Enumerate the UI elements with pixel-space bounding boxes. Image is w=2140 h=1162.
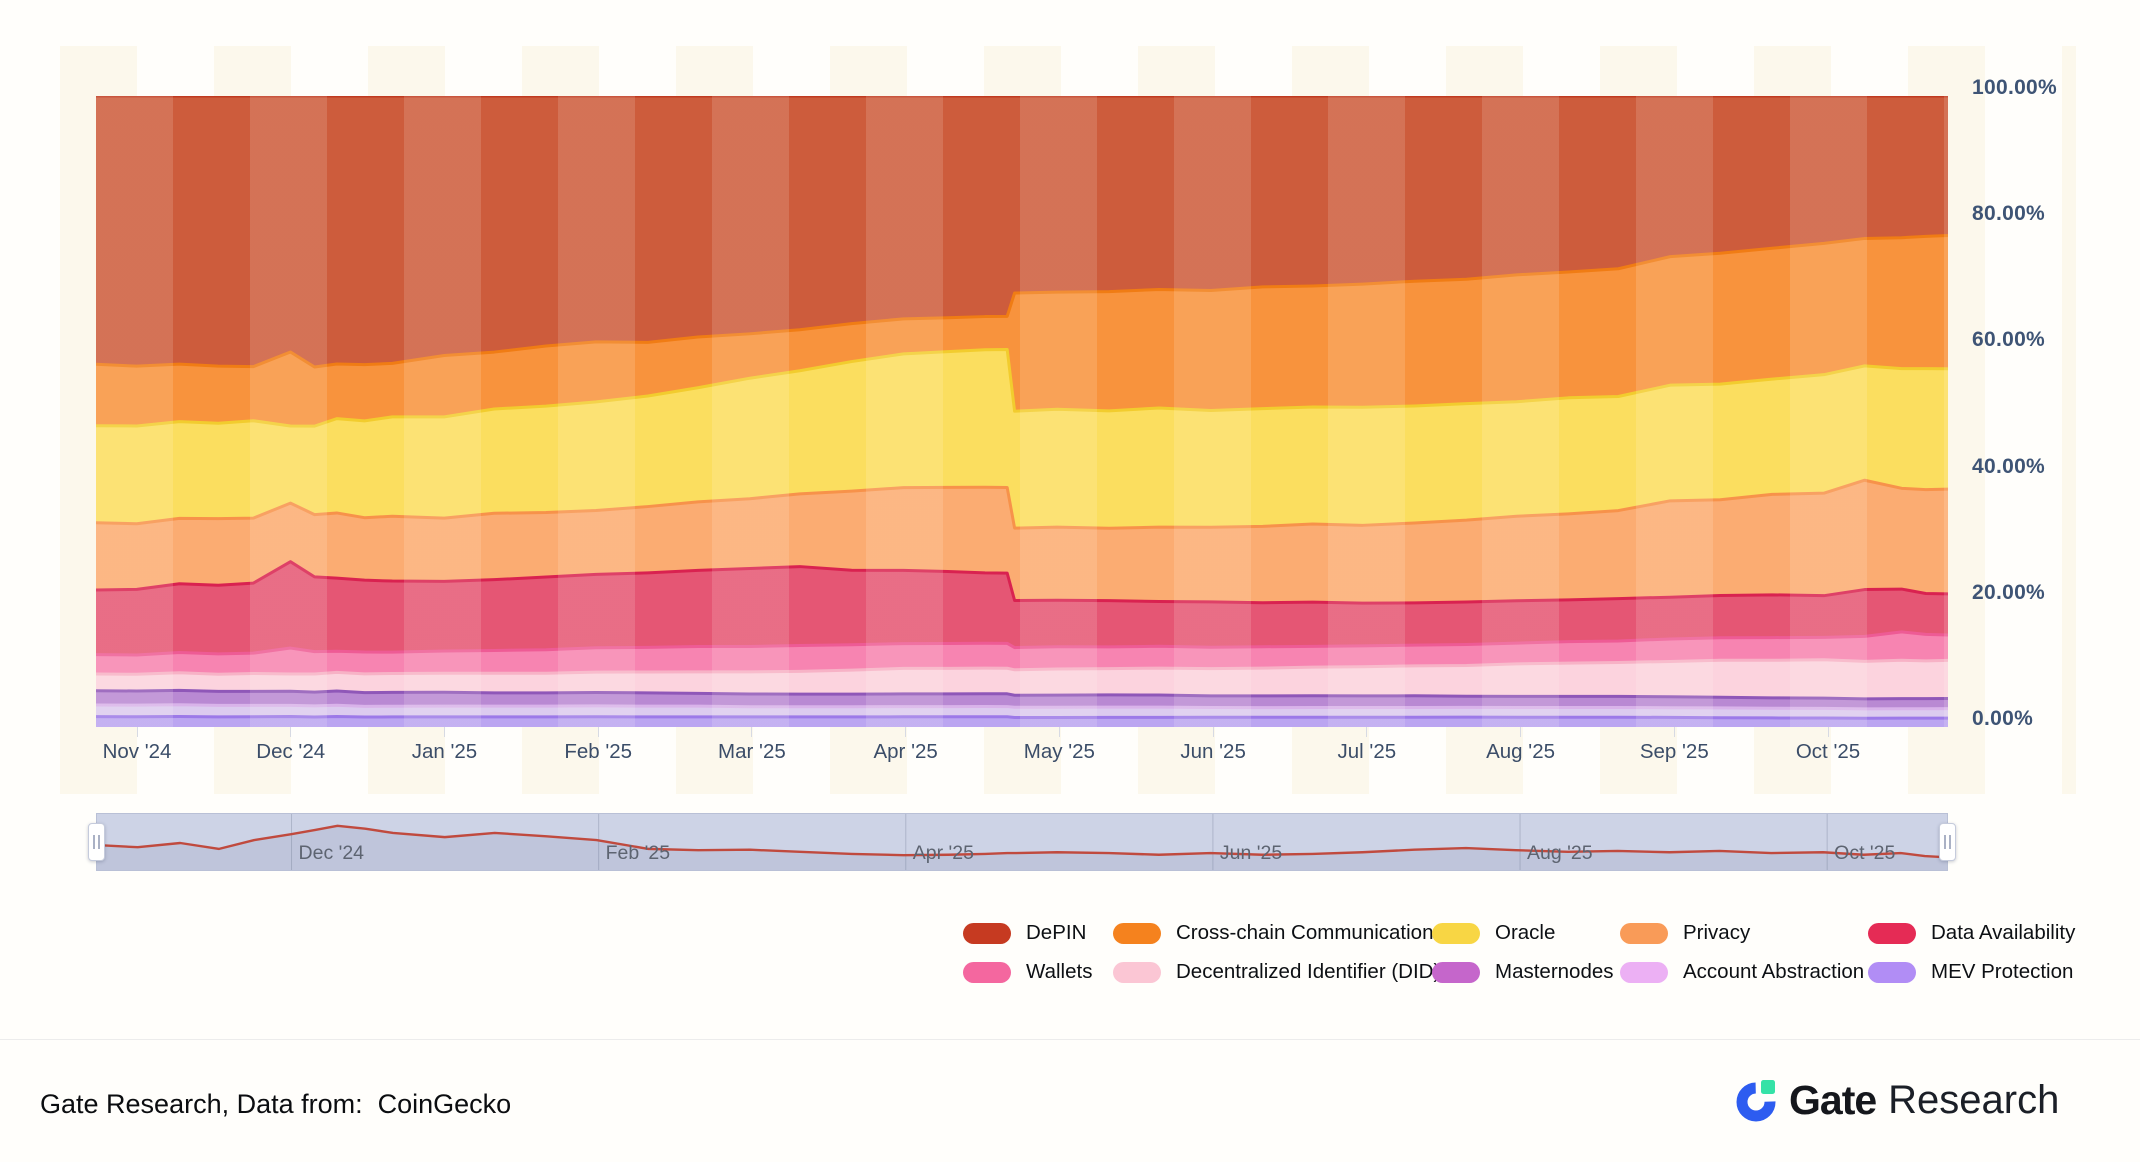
- brand-gate: Gate: [1789, 1076, 1877, 1123]
- legend-item-decentralized-identifier-did-[interactable]: Decentralized Identifier (DID): [1113, 960, 1440, 984]
- legend-swatch: [1113, 961, 1161, 983]
- x-axis-label: Aug '25: [1486, 740, 1555, 763]
- edge-wallets: [96, 630, 1948, 657]
- legend-label: Oracle: [1495, 921, 1556, 944]
- gate-research-logo: Gate Research: [1734, 1076, 2059, 1124]
- navigator-tick-label: Feb '25: [605, 842, 671, 864]
- legend-swatch: [1432, 961, 1480, 983]
- x-axis-tick: [1212, 727, 1214, 737]
- legend-item-mev-protection[interactable]: MEV Protection: [1868, 960, 2073, 984]
- x-axis-label: Jul '25: [1337, 740, 1397, 763]
- stacked-area-chart[interactable]: [96, 96, 1948, 727]
- x-axis-label: Apr '25: [873, 740, 938, 763]
- legend-item-depin[interactable]: DePIN: [963, 921, 1086, 945]
- edge-account-abstraction: [96, 703, 1948, 711]
- legend-label: DePIN: [1026, 921, 1087, 944]
- x-axis-tick: [1058, 727, 1060, 737]
- range-navigator[interactable]: Dec '24 Feb '25 Apr '25 Jun '25 Aug '25 Oct '…: [88, 813, 1956, 871]
- area-data-availability: [96, 561, 1948, 655]
- legend-label: MEV Protection: [1931, 960, 2074, 983]
- x-axis-label: May '25: [1023, 740, 1095, 763]
- area-privacy: [96, 480, 1948, 604]
- edge-decentralized-identifier-did-: [96, 658, 1948, 676]
- y-axis-label: 0.00%: [1972, 707, 2034, 730]
- legend-swatch: [1620, 922, 1668, 944]
- x-axis-tick: [1827, 727, 1829, 737]
- legend-label: Cross-chain Communication: [1176, 921, 1434, 944]
- legend-label: Data Availability: [1931, 921, 2076, 944]
- legend-swatch: [1113, 922, 1161, 944]
- y-axis-label: 100.00%: [1972, 76, 2058, 99]
- legend-swatch: [1620, 961, 1668, 983]
- legend-item-cross-chain-communication[interactable]: Cross-chain Communication: [1113, 921, 1433, 945]
- y-axis-label: 80.00%: [1972, 202, 2046, 226]
- x-axis-tick: [597, 727, 599, 737]
- x-axis-tick: [1366, 727, 1368, 737]
- brand-research: Research: [1888, 1077, 2060, 1122]
- x-axis-label: Oct '25: [1795, 740, 1861, 763]
- navigator-tick-label: Oct '25: [1834, 842, 1896, 864]
- x-axis-tick: [290, 727, 292, 737]
- edge-data-availability: [96, 560, 1948, 605]
- navigator-tick-label: Apr '25: [912, 842, 974, 864]
- navigator-tick-label: Jun '25: [1219, 842, 1283, 864]
- x-axis-tick: [751, 727, 753, 737]
- y-axis-label: 60.00%: [1972, 328, 2046, 352]
- legend-swatch: [1868, 922, 1916, 944]
- legend-item-account-abstraction[interactable]: Account Abstraction: [1620, 960, 1864, 984]
- legend-item-wallets[interactable]: Wallets: [963, 960, 1092, 984]
- legend-item-masternodes[interactable]: Masternodes: [1432, 960, 1614, 984]
- legend-swatch: [1868, 961, 1916, 983]
- area-mev-protection: [96, 716, 1948, 727]
- legend-label: Masternodes: [1495, 960, 1614, 983]
- area-depin: [96, 96, 1948, 367]
- area-masternodes: [96, 690, 1948, 709]
- legend-label: Privacy: [1683, 921, 1751, 944]
- x-axis-tick: [136, 727, 138, 737]
- navigator-tick-label: Dec '24: [298, 842, 365, 864]
- area-decentralized-identifier-did-: [96, 659, 1948, 699]
- legend-item-data-availability[interactable]: Data Availability: [1868, 921, 2075, 945]
- x-axis-label: Feb '25: [564, 740, 633, 763]
- legend-label: Account Abstraction: [1683, 960, 1865, 983]
- y-axis-label: 40.00%: [1972, 454, 2046, 478]
- legend-label: Decentralized Identifier (DID): [1176, 960, 1441, 983]
- x-axis-tick: [905, 727, 907, 737]
- edge-mev-protection: [96, 714, 1948, 720]
- navigator-trend-line: [97, 824, 1947, 859]
- navigator-right-handle[interactable]: [1939, 823, 1956, 861]
- navigator-tick-label: Aug '25: [1527, 842, 1593, 864]
- x-axis-label: Dec '24: [256, 740, 326, 763]
- x-axis-tick: [443, 727, 445, 737]
- y-axis-label: 20.00%: [1972, 580, 2046, 604]
- stacked-area-svg: [96, 96, 1948, 727]
- legend-label: Wallets: [1026, 960, 1093, 983]
- legend-swatch: [963, 922, 1011, 944]
- x-axis-label: Sep '25: [1639, 740, 1709, 763]
- edge-cross-chain-communication: [96, 234, 1948, 369]
- edge-masternodes: [96, 688, 1948, 701]
- legend-swatch: [1432, 922, 1480, 944]
- navigator-left-handle[interactable]: [88, 823, 105, 861]
- x-axis-tick: [1520, 727, 1522, 737]
- x-axis-label: Jan '25: [411, 740, 478, 763]
- legend-item-oracle[interactable]: Oracle: [1432, 921, 1555, 945]
- legend-swatch: [963, 961, 1011, 983]
- data-source-text: Gate Research, Data from: CoinGecko: [40, 1089, 512, 1119]
- x-axis-tick: [1673, 727, 1675, 737]
- legend-item-privacy[interactable]: Privacy: [1620, 921, 1750, 945]
- navigator-svg: [97, 814, 1947, 870]
- x-axis-label: Mar '25: [718, 740, 786, 763]
- area-oracle: [96, 349, 1948, 529]
- x-axis-label: Nov '24: [102, 740, 172, 763]
- x-axis-label: Jun '25: [1180, 740, 1246, 763]
- area-cross-chain-communication: [96, 235, 1948, 427]
- edge-oracle: [96, 348, 1948, 428]
- gate-logo-icon: [1736, 1080, 1776, 1122]
- footer-divider: [0, 1039, 2140, 1040]
- edge-privacy: [96, 478, 1948, 530]
